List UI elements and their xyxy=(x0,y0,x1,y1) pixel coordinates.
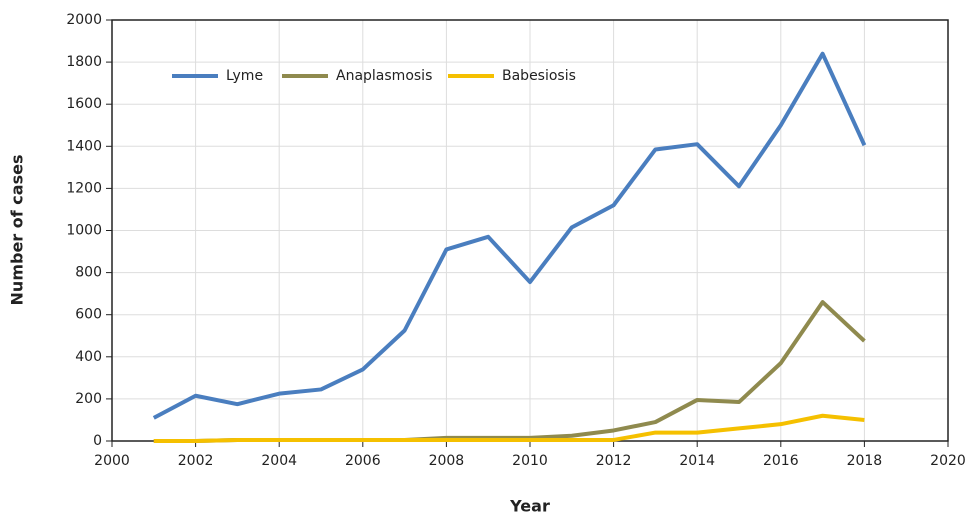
legend-label: Anaplasmosis xyxy=(336,68,432,84)
y-axis-title: Number of cases xyxy=(8,155,27,306)
y-tick-label: 1600 xyxy=(66,96,102,112)
x-tick-label: 2004 xyxy=(261,453,297,469)
x-tick-label: 2006 xyxy=(345,453,381,469)
y-tick-label: 800 xyxy=(75,265,102,281)
x-tick-label: 2012 xyxy=(596,453,632,469)
x-axis-title: Year xyxy=(509,497,550,516)
y-tick-label: 1800 xyxy=(66,54,102,70)
x-tick-label: 2002 xyxy=(178,453,214,469)
y-tick-label: 400 xyxy=(75,349,102,365)
legend-label: Lyme xyxy=(226,68,263,84)
legend-label: Babesiosis xyxy=(502,68,576,84)
y-tick-label: 0 xyxy=(93,433,102,449)
line-series xyxy=(152,51,867,420)
y-tick-label: 200 xyxy=(75,391,102,407)
x-tick-label: 2020 xyxy=(930,453,966,469)
y-tick-label: 1200 xyxy=(66,180,102,196)
line-series xyxy=(153,413,865,443)
x-tick-label: 2016 xyxy=(763,453,799,469)
x-tick-label: 2014 xyxy=(679,453,715,469)
line-series xyxy=(153,300,866,443)
y-tick-label: 600 xyxy=(75,307,102,323)
x-tick-label: 2018 xyxy=(847,453,883,469)
x-tick-label: 2010 xyxy=(512,453,548,469)
y-tick-label: 1000 xyxy=(66,223,102,239)
x-tick-label: 2008 xyxy=(429,453,465,469)
y-tick-label: 2000 xyxy=(66,12,102,28)
x-tick-label: 2000 xyxy=(94,453,130,469)
y-tick-label: 1400 xyxy=(66,138,102,154)
